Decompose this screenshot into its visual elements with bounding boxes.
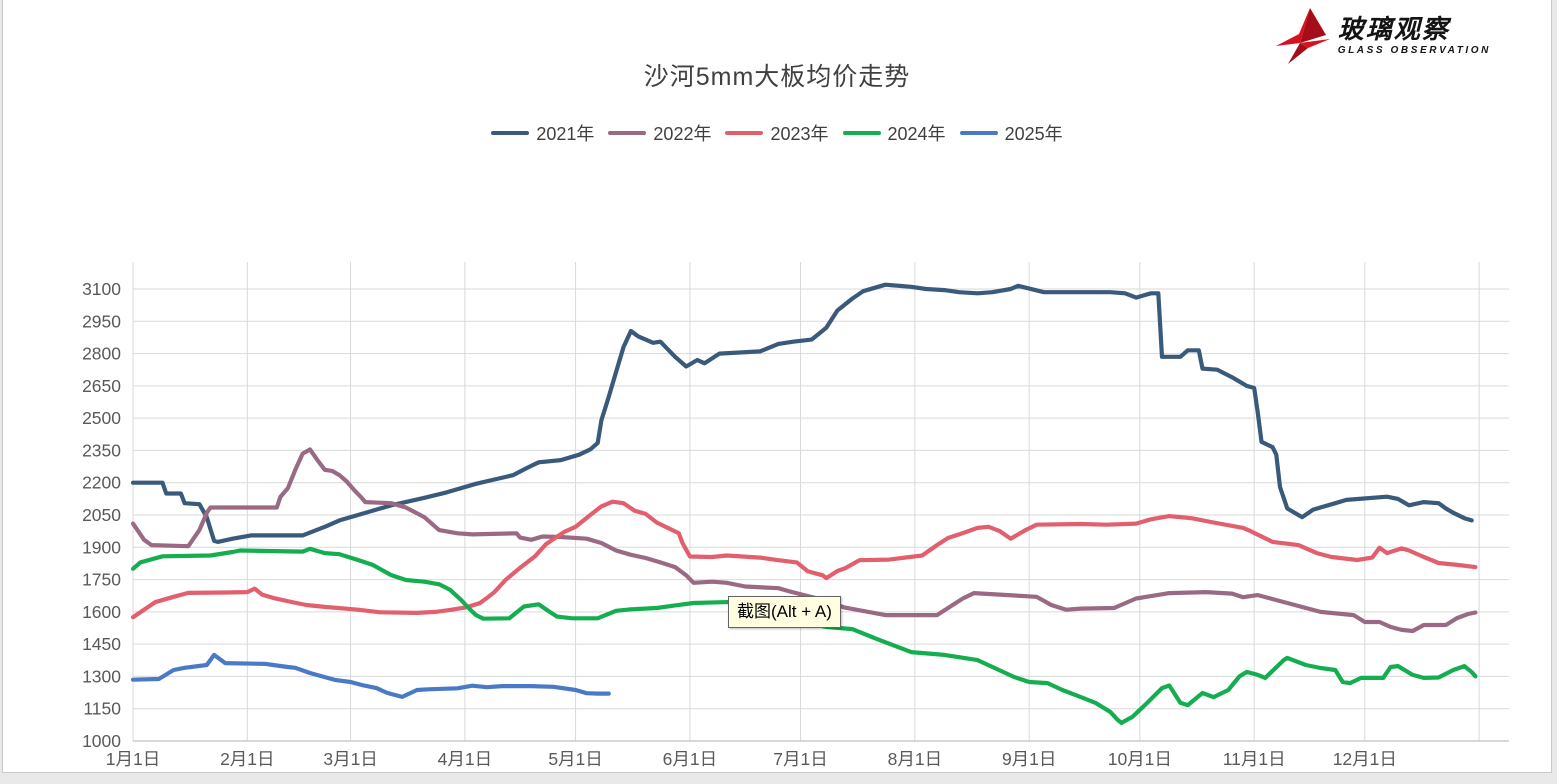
legend-label: 2023年 [770, 124, 829, 144]
x-tick-label: 2月1日 [220, 749, 274, 769]
x-tick-label: 9月1日 [1002, 749, 1056, 769]
y-tick-label: 1600 [82, 602, 121, 622]
legend-swatch-icon [608, 130, 647, 136]
legend-item-2024年[interactable]: 2024年 [842, 120, 946, 146]
x-tick-label: 4月1日 [438, 749, 492, 769]
y-tick-label: 1900 [82, 537, 121, 557]
x-tick-label: 11月1日 [1223, 749, 1286, 769]
series-line-2022年 [130, 447, 1478, 634]
y-tick-label: 1300 [82, 666, 121, 686]
x-tick-label: 8月1日 [888, 749, 942, 769]
y-tick-label: 1150 [83, 699, 121, 719]
y-tick-label: 1000 [82, 731, 121, 751]
y-tick-label: 2200 [82, 473, 121, 493]
series-line-2025年 [130, 652, 611, 700]
legend-item-2023年[interactable]: 2023年 [725, 120, 829, 146]
y-tick-label: 2500 [82, 408, 121, 428]
screenshot-tooltip: 截图(Alt + A) [728, 596, 841, 628]
legend-swatch-icon [725, 130, 764, 136]
x-tick-label: 3月1日 [323, 749, 377, 769]
brand-text: 玻璃观察 GLASS OBSERVATION [1337, 13, 1491, 57]
legend-swatch-icon [491, 130, 530, 136]
legend-item-2022年[interactable]: 2022年 [608, 120, 711, 146]
chart-title: 沙河5mm大板均价走势 [643, 63, 911, 91]
legend-item-2025年[interactable]: 2025年 [959, 120, 1063, 146]
legend-label: 2022年 [653, 124, 712, 144]
chart-legend: 2021年 2022年 2023年 2024年 2025年 [3, 120, 1551, 146]
legend-swatch-icon [959, 130, 998, 136]
y-tick-label: 1450 [82, 634, 121, 654]
brand-subtitle: GLASS OBSERVATION [1337, 45, 1491, 57]
brand-star-icon [1275, 8, 1330, 64]
legend-item-2021年[interactable]: 2021年 [491, 120, 594, 146]
x-tick-label: 10月1日 [1108, 749, 1172, 769]
y-tick-label: 3100 [82, 279, 121, 299]
x-tick-label: 5月1日 [548, 749, 602, 769]
y-tick-label: 2650 [82, 376, 121, 396]
x-tick-label: 7月1日 [773, 749, 827, 769]
y-tick-label: 2350 [82, 440, 121, 460]
y-tick-label: 1750 [82, 570, 121, 590]
y-tick-label: 2050 [82, 505, 121, 525]
series-line-2021年 [130, 282, 1474, 545]
series-line-2024年 [130, 546, 1478, 726]
brand-logo: 玻璃观察 GLASS OBSERVATION [1274, 8, 1491, 64]
legend-label: 2025年 [1004, 124, 1063, 144]
brand-title: 玻璃观察 [1337, 13, 1450, 44]
x-tick-label: 12月1日 [1333, 749, 1397, 769]
y-tick-label: 2950 [82, 311, 121, 331]
legend-swatch-icon [842, 130, 881, 136]
legend-label: 2021年 [536, 124, 595, 144]
x-tick-label: 1月1日 [106, 749, 160, 769]
x-tick-label: 6月1日 [663, 749, 717, 769]
plot-area: 1000 1150 1300 1450 1600 1750 1900 2050 2200 2350… [82, 262, 1509, 769]
legend-label: 2024年 [887, 124, 946, 144]
y-tick-label: 2800 [82, 344, 121, 364]
series-line-2023年 [130, 499, 1478, 620]
